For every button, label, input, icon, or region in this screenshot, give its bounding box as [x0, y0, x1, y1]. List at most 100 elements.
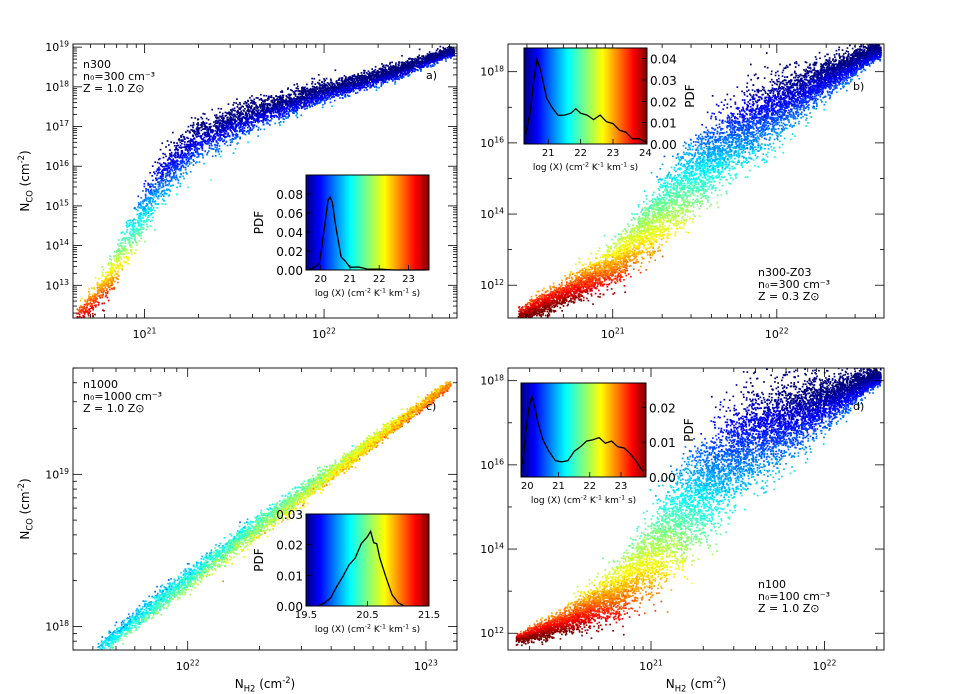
data-point — [278, 113, 280, 116]
data-point — [178, 167, 181, 170]
data-point — [354, 75, 357, 78]
data-point — [106, 273, 109, 276]
data-point — [264, 109, 267, 111]
data-point — [132, 235, 135, 237]
data-point — [382, 82, 385, 85]
data-point — [215, 116, 217, 118]
data-point — [327, 96, 329, 99]
data-point — [321, 92, 323, 95]
data-point — [151, 185, 154, 187]
data-point — [150, 213, 153, 215]
data-point — [396, 78, 398, 80]
data-point — [353, 74, 356, 76]
data-point — [210, 147, 212, 150]
data-point — [234, 115, 237, 118]
data-point — [176, 178, 179, 181]
data-point — [174, 172, 177, 174]
data-point — [192, 122, 195, 124]
data-point — [301, 96, 303, 99]
data-point — [290, 110, 292, 112]
data-point — [165, 146, 167, 148]
data-point — [142, 190, 144, 192]
data-point — [260, 115, 263, 118]
data-point — [252, 108, 255, 111]
data-point — [449, 51, 452, 53]
data-point — [158, 187, 161, 190]
data-point — [281, 97, 284, 100]
data-point — [186, 160, 189, 163]
data-point — [283, 112, 286, 115]
data-point — [176, 142, 178, 144]
data-point — [324, 83, 326, 86]
data-point — [163, 190, 166, 192]
data-point — [155, 188, 158, 190]
data-point — [182, 166, 185, 168]
data-point — [183, 154, 185, 156]
data-point — [135, 208, 138, 211]
data-point — [236, 106, 239, 108]
data-point — [242, 105, 244, 108]
data-point — [90, 298, 92, 301]
data-point — [445, 51, 447, 54]
data-point — [163, 193, 166, 195]
data-point — [253, 107, 256, 109]
data-point — [129, 244, 131, 247]
data-point — [447, 54, 450, 56]
data-point — [167, 167, 169, 170]
data-point — [435, 49, 438, 52]
data-point — [368, 76, 371, 79]
data-point — [181, 161, 184, 164]
data-point — [265, 119, 268, 121]
data-point — [109, 255, 112, 257]
data-point — [380, 72, 383, 75]
data-point — [203, 131, 206, 134]
data-point — [277, 108, 279, 110]
data-point — [143, 207, 145, 209]
data-point — [100, 288, 103, 291]
data-point — [289, 98, 291, 100]
data-point — [321, 85, 324, 87]
data-point — [382, 79, 385, 82]
data-point — [88, 287, 90, 290]
data-point — [160, 177, 163, 180]
data-point — [161, 203, 164, 205]
data-point — [250, 123, 253, 126]
data-point — [247, 103, 250, 106]
data-point — [197, 127, 199, 129]
data-point — [201, 117, 204, 120]
data-point — [375, 89, 378, 92]
data-point — [439, 45, 442, 48]
data-point — [220, 108, 223, 110]
data-point — [351, 79, 353, 81]
data-point — [135, 232, 138, 235]
data-point — [106, 271, 109, 274]
data-point — [185, 143, 188, 146]
data-point — [120, 258, 123, 260]
data-point — [296, 116, 299, 119]
data-point — [219, 155, 222, 158]
data-point — [226, 126, 229, 129]
data-point — [198, 148, 201, 150]
data-point — [157, 158, 160, 161]
data-point — [210, 140, 213, 143]
data-point — [251, 105, 253, 107]
data-point — [221, 128, 223, 130]
data-point — [189, 155, 192, 158]
data-point — [225, 129, 227, 132]
data-point — [339, 89, 342, 91]
data-point — [249, 96, 251, 99]
data-point — [383, 76, 385, 79]
data-point — [278, 112, 281, 114]
data-point — [102, 309, 104, 311]
data-point — [284, 104, 287, 106]
data-point — [392, 69, 395, 72]
data-point — [371, 80, 374, 83]
data-point — [171, 159, 174, 162]
data-point — [450, 54, 452, 57]
data-point — [113, 269, 116, 272]
data-point — [138, 222, 140, 224]
data-point — [163, 168, 165, 170]
data-point — [351, 87, 354, 89]
data-point — [85, 303, 88, 306]
data-point — [279, 121, 282, 123]
